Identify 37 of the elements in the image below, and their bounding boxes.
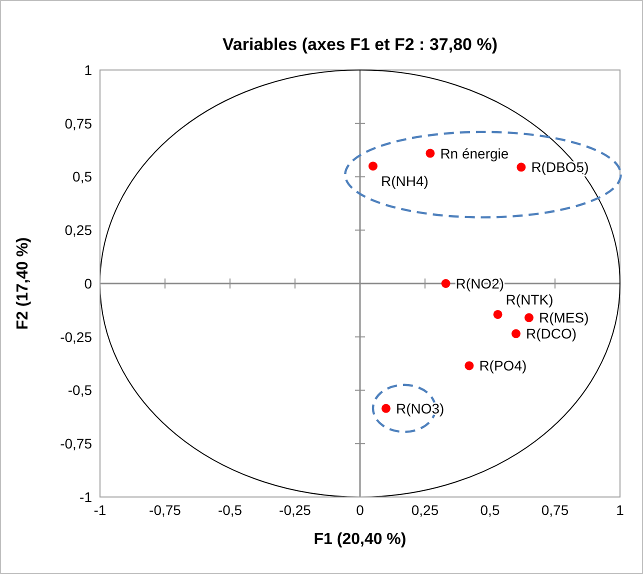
data-label: R(PO4): [479, 358, 527, 374]
y-tick-label: -0,25: [60, 328, 92, 345]
x-tick-label: 0,75: [541, 502, 569, 518]
y-axis-title: F2 (17,40 %): [14, 237, 32, 330]
y-tick-label: 0,75: [64, 115, 92, 132]
x-tick-label: -0,5: [218, 502, 242, 518]
data-label: R(MES): [539, 310, 589, 326]
y-tick-label: 0,5: [72, 168, 92, 185]
x-tick-label: -0,25: [279, 502, 312, 518]
data-label: R(NO2): [456, 276, 504, 292]
point: [368, 162, 378, 171]
data-label: R(NO3): [396, 400, 444, 416]
point: [441, 279, 450, 288]
chart-title: Variables (axes F1 et F2 : 37,80 %): [222, 35, 498, 54]
point: [426, 148, 435, 158]
point: [382, 404, 390, 413]
y-tick-label: 0: [84, 275, 92, 292]
x-axis-title: F1 (20,40 %): [314, 531, 406, 548]
point: [516, 162, 526, 172]
data-label: R(DCO): [526, 326, 577, 342]
point: [512, 329, 520, 338]
y-tick-label: -1: [80, 488, 92, 505]
y-tick-label: -0,75: [60, 436, 92, 452]
y-tick-label: 0,25: [64, 222, 92, 238]
point: [493, 310, 502, 319]
point: [464, 361, 474, 370]
y-tick-label: 1: [84, 62, 92, 78]
x-tick-label: 0: [356, 502, 364, 518]
point: [524, 313, 534, 322]
y-tick-label: -0,5: [68, 382, 92, 398]
x-tick-label: 1: [616, 502, 624, 518]
x-tick-label: 0,5: [480, 502, 500, 518]
data-label: R(NTK): [506, 291, 554, 308]
data-label: R(NH4): [381, 173, 428, 190]
data-label: Rn énergie: [440, 145, 509, 162]
x-tick-label: -0,75: [149, 502, 182, 518]
x-tick-label: 0,25: [411, 502, 439, 518]
